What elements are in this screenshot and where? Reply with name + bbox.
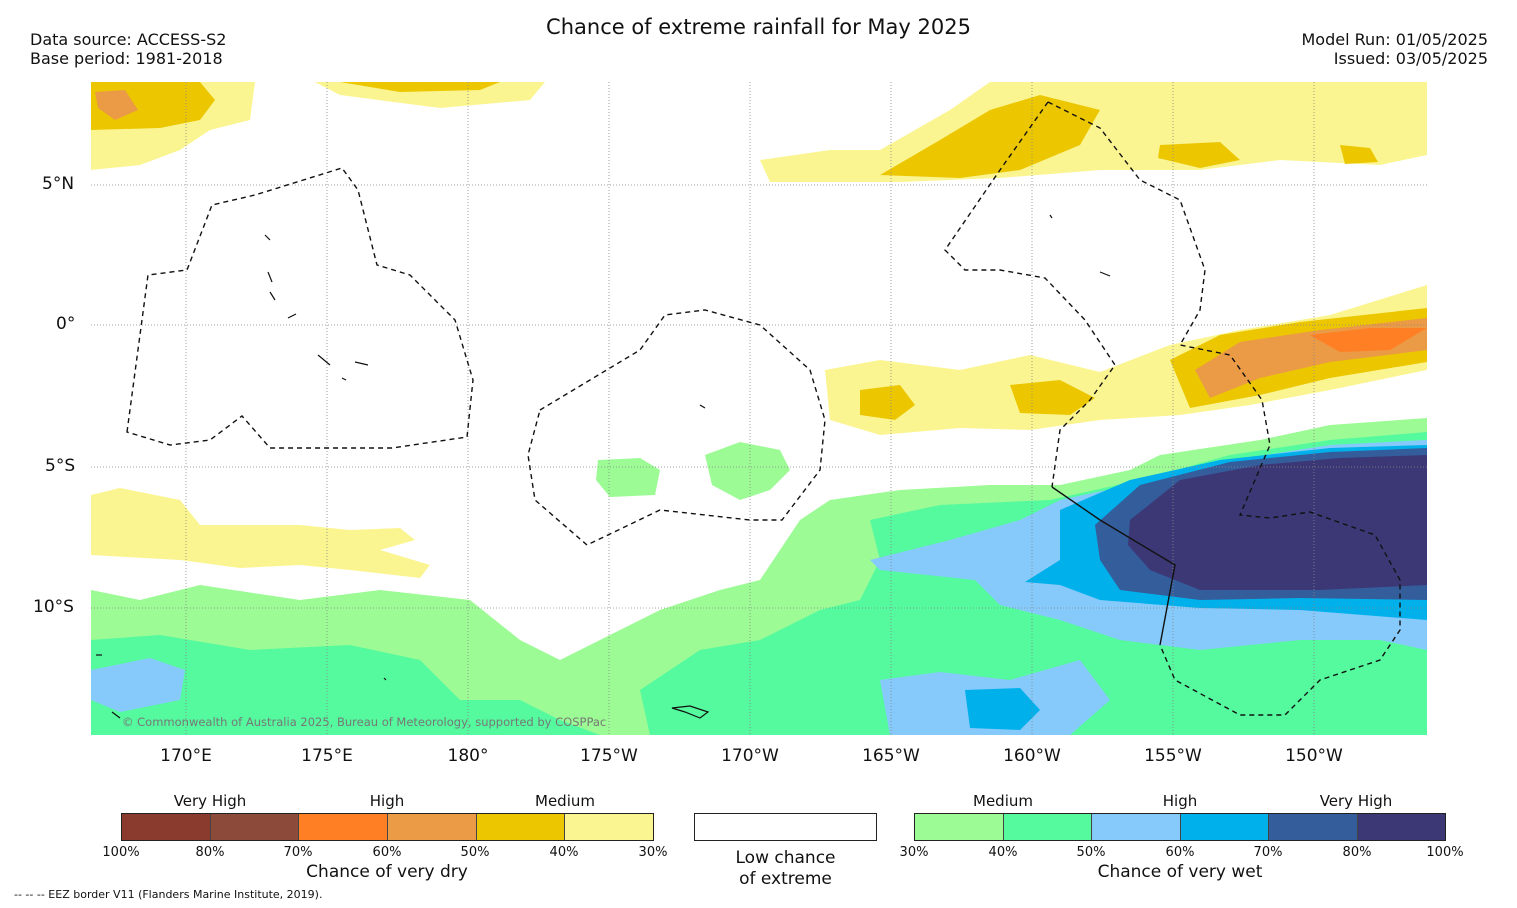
- eez-border-solid: [1051, 486, 1176, 646]
- copyright-credit: © Commonwealth of Australia 2025, Bureau…: [122, 715, 607, 729]
- lat-label-5n: 5°N: [42, 174, 75, 194]
- dry-tick: 80%: [195, 845, 225, 860]
- dry-tick: 100%: [102, 845, 140, 860]
- dry-swatch-2: [210, 814, 300, 840]
- wet-swatch-4: [1180, 814, 1269, 840]
- wet-medium2-region: [91, 635, 600, 735]
- dry-swatch-6: [565, 814, 654, 840]
- wet-vhigh2-region: [1128, 455, 1427, 590]
- wet-high-blob-2: [91, 658, 185, 712]
- wet-tick: 100%: [1426, 845, 1464, 860]
- issued-date: Issued: 03/05/2025: [1333, 49, 1488, 68]
- lon-label-170w: 170°W: [721, 746, 779, 766]
- dry-swatch-1: [122, 814, 211, 840]
- wet-medium-blob-2: [705, 442, 790, 500]
- wet-tick: 50%: [1076, 845, 1106, 860]
- lat-label-0: 0°: [56, 314, 76, 334]
- base-period: Base period: 1981-2018: [30, 49, 223, 68]
- dry-orange-blob: [95, 90, 138, 120]
- lon-label-155w: 155°W: [1144, 746, 1202, 766]
- low-chance-line2: of extreme: [739, 869, 832, 889]
- wet-high2-blob: [965, 688, 1040, 730]
- lat-label-10s: 10°S: [33, 597, 74, 617]
- lon-label-150w: 150°W: [1285, 746, 1343, 766]
- dry-medium-blob-ne1: [1158, 142, 1240, 168]
- dry-legend-title: Chance of very dry: [306, 862, 468, 882]
- dry-swatch-4: [388, 814, 477, 840]
- dry-medium-equator-1: [860, 385, 915, 420]
- wet-swatch-3: [1092, 814, 1181, 840]
- wet-tick: 30%: [899, 845, 929, 860]
- dry-cat-medium: Medium: [535, 792, 595, 810]
- wet-medium-blob-3: [230, 596, 280, 622]
- dry-orange-equator: [1310, 328, 1427, 352]
- dry-light-equator: [825, 285, 1427, 435]
- dry-colorbar: [121, 813, 654, 841]
- model-run: Model Run: 01/05/2025: [1301, 30, 1489, 49]
- lat-label-5s: 5°S: [45, 456, 76, 476]
- wet-cat-very-high: Very High: [1319, 792, 1393, 810]
- map-title: Chance of extreme rainfall for May 2025: [546, 15, 971, 39]
- lon-label-165w: 165°W: [862, 746, 920, 766]
- wet-swatch-2: [1003, 814, 1092, 840]
- dry-medium-equator-2: [1010, 380, 1095, 415]
- dry-swatch-3: [299, 814, 389, 840]
- wet-medium-blob-1: [596, 458, 660, 497]
- lon-label-170e: 170°E: [160, 746, 212, 766]
- lon-label-180: 180°: [447, 746, 489, 766]
- wet-tick: 40%: [988, 845, 1018, 860]
- lon-label-160w: 160°W: [1003, 746, 1061, 766]
- wet-swatch-1: [915, 814, 1004, 840]
- eez-border-kiribati-east: [944, 101, 1116, 488]
- dry-tick: 40%: [549, 845, 579, 860]
- dry-tick: 60%: [372, 845, 402, 860]
- wet-swatch-5: [1269, 814, 1358, 840]
- lon-label-175w: 175°W: [580, 746, 638, 766]
- wet-tick: 80%: [1342, 845, 1372, 860]
- wet-tick: 60%: [1165, 845, 1195, 860]
- dry-medium-north-top: [340, 82, 500, 92]
- data-source: Data source: ACCESS-S2: [30, 30, 227, 49]
- dry-light-north-top: [315, 82, 545, 108]
- dry-tick: 30%: [638, 845, 668, 860]
- low-chance-swatch: [694, 813, 877, 841]
- wet-cat-high: High: [1162, 792, 1198, 810]
- dry-medium-north-east: [880, 95, 1100, 178]
- wet-swatch-6: [1357, 814, 1445, 840]
- dry-cat-high: High: [369, 792, 405, 810]
- dry-medium-blob-ne2: [1340, 145, 1378, 164]
- low-chance-line1: Low chance: [735, 848, 836, 868]
- dry-cat-very-high: Very High: [173, 792, 247, 810]
- wet-colorbar: [914, 813, 1446, 841]
- eez-border-note: -- -- -- EEZ border V11 (Flanders Marine…: [14, 888, 323, 901]
- dry-light-south-west: [91, 488, 430, 578]
- wet-tick: 70%: [1253, 845, 1283, 860]
- dry-swatch-5: [476, 814, 566, 840]
- dry-tick: 70%: [283, 845, 313, 860]
- eez-border-tokelau-samoa: [527, 309, 826, 546]
- eez-border-tuvalu-kiribati: [126, 167, 474, 449]
- dry-tick: 50%: [460, 845, 490, 860]
- wet-cat-medium: Medium: [973, 792, 1033, 810]
- lon-label-175e: 175°E: [301, 746, 353, 766]
- wet-legend-title: Chance of very wet: [1097, 862, 1263, 882]
